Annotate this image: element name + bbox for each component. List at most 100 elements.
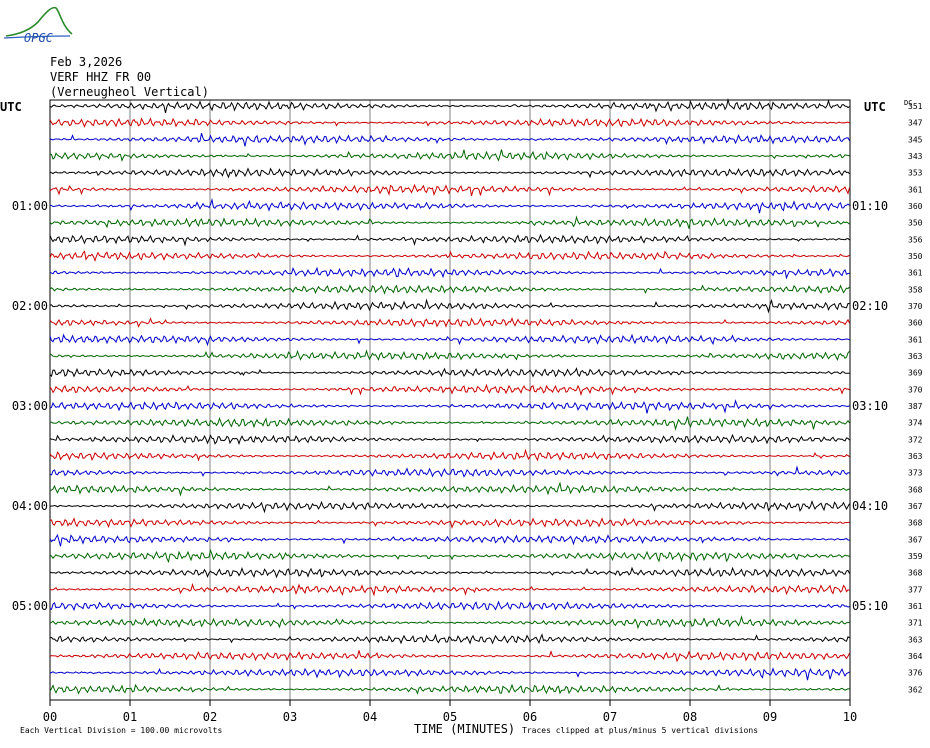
seismic-trace xyxy=(49,317,850,328)
seismic-trace xyxy=(49,233,850,247)
seismic-trace xyxy=(49,517,850,529)
dc-offset-label: 361 xyxy=(908,269,923,278)
dc-offset-labels: 351 347 345 343 353 361 360 350 356 350 361 358 370 3… xyxy=(908,102,923,694)
seismic-trace xyxy=(49,650,850,663)
x-tick-label: 05 xyxy=(443,710,457,724)
clip-note: Traces clipped at plus/minus 5 vertical … xyxy=(522,726,758,735)
dc-offset-label: 361 xyxy=(908,602,923,611)
dc-offset-label: 351 xyxy=(908,102,923,111)
seismic-trace xyxy=(49,667,850,681)
dc-offset-label: 360 xyxy=(908,202,923,211)
dc-label: DC xyxy=(904,99,912,107)
x-axis-title: TIME (MINUTES) xyxy=(414,722,515,736)
dc-offset-label: 369 xyxy=(908,369,923,378)
left-time-label: 05:00 xyxy=(12,599,48,613)
left-time-label: 04:00 xyxy=(12,499,48,513)
seismic-trace xyxy=(49,548,850,564)
seismic-trace xyxy=(49,250,850,262)
seismic-trace xyxy=(49,349,850,361)
header-location: (Verneugheol Vertical) xyxy=(50,85,209,99)
dc-offset-label: 372 xyxy=(908,435,923,444)
seismic-trace xyxy=(49,533,850,547)
seismic-trace xyxy=(49,183,850,197)
dc-offset-label: 345 xyxy=(908,135,923,144)
seismic-trace xyxy=(49,367,850,378)
left-time-labels: 01:00 02:00 03:00 04:00 05:00 xyxy=(12,199,48,613)
right-time-label: 02:10 xyxy=(852,299,888,313)
right-utc-label: UTC xyxy=(864,100,886,114)
dc-offset-label: 353 xyxy=(908,169,923,178)
dc-offset-label: 356 xyxy=(908,235,923,244)
dc-offset-label: 374 xyxy=(908,419,923,428)
dc-offset-label: 362 xyxy=(908,685,923,694)
seismic-trace xyxy=(49,399,850,414)
dc-offset-label: 363 xyxy=(908,352,923,361)
dc-offset-label: 387 xyxy=(908,402,923,411)
dc-offset-label: 361 xyxy=(908,335,923,344)
left-time-label: 02:00 xyxy=(12,299,48,313)
opgc-logo: OPGC xyxy=(3,6,73,45)
dc-offset-label: 350 xyxy=(908,252,923,261)
x-tick-label: 08 xyxy=(683,710,697,724)
seismic-trace xyxy=(49,416,850,431)
seismic-trace xyxy=(49,448,850,462)
x-tick-label: 06 xyxy=(523,710,537,724)
seismic-trace xyxy=(49,615,850,630)
seismic-trace xyxy=(49,465,850,478)
scale-note: Each Vertical Division = 100.00 microvol… xyxy=(20,726,222,735)
right-time-label: 01:10 xyxy=(852,199,888,213)
x-tick-label: 00 xyxy=(43,710,57,724)
dc-offset-label: 370 xyxy=(908,385,923,394)
dc-offset-label: 364 xyxy=(908,652,923,661)
seismic-trace xyxy=(49,266,850,280)
left-time-label: 03:00 xyxy=(12,399,48,413)
seismic-trace xyxy=(50,197,850,214)
x-tick-label: 10 xyxy=(843,710,857,724)
dc-offset-label: 363 xyxy=(908,635,923,644)
dc-offset-label: 358 xyxy=(908,285,923,294)
dc-offset-label: 368 xyxy=(908,485,923,494)
dc-offset-label: 370 xyxy=(908,302,923,311)
dc-offset-label: 363 xyxy=(908,452,923,461)
dc-offset-label: 350 xyxy=(908,219,923,228)
dc-offset-label: 360 xyxy=(908,319,923,328)
dc-offset-label: 376 xyxy=(908,669,923,678)
seismic-trace xyxy=(49,481,850,497)
right-time-label: 03:10 xyxy=(852,399,888,413)
seismic-trace xyxy=(49,433,850,446)
x-tick-label: 01 xyxy=(123,710,137,724)
right-time-label: 04:10 xyxy=(852,499,888,513)
dc-offset-label: 367 xyxy=(908,502,923,511)
x-tick-label: 03 xyxy=(283,710,297,724)
x-axis-ticks: 00 01 02 03 04 05 06 07 08 09 10 xyxy=(43,700,857,724)
seismic-trace xyxy=(49,284,850,295)
dc-offset-label: 343 xyxy=(908,152,923,161)
logo-text: OPGC xyxy=(24,31,54,45)
seismic-trace xyxy=(49,298,850,314)
seismic-trace xyxy=(49,167,850,179)
x-tick-label: 04 xyxy=(363,710,377,724)
right-time-label: 05:10 xyxy=(852,599,888,613)
seismic-trace xyxy=(49,383,850,397)
left-utc-label: UTC xyxy=(0,100,22,114)
dc-offset-label: 368 xyxy=(908,519,923,528)
traces xyxy=(49,98,850,695)
dc-offset-label: 361 xyxy=(908,185,923,194)
header-date: Feb 3,2026 xyxy=(50,55,122,69)
grid-lines xyxy=(129,100,771,700)
dc-offset-label: 373 xyxy=(908,469,923,478)
seismic-trace xyxy=(49,117,850,128)
seismic-trace xyxy=(49,566,850,579)
dc-offset-label: 367 xyxy=(908,535,923,544)
x-tick-label: 09 xyxy=(763,710,777,724)
x-tick-label: 07 xyxy=(603,710,617,724)
dc-offset-label: 377 xyxy=(908,585,923,594)
dc-offset-label: 347 xyxy=(908,119,923,128)
seismic-trace xyxy=(49,582,850,597)
seismic-trace xyxy=(49,499,850,514)
seismic-trace xyxy=(49,133,850,147)
seismic-trace xyxy=(49,600,850,612)
seismic-trace xyxy=(49,683,850,695)
